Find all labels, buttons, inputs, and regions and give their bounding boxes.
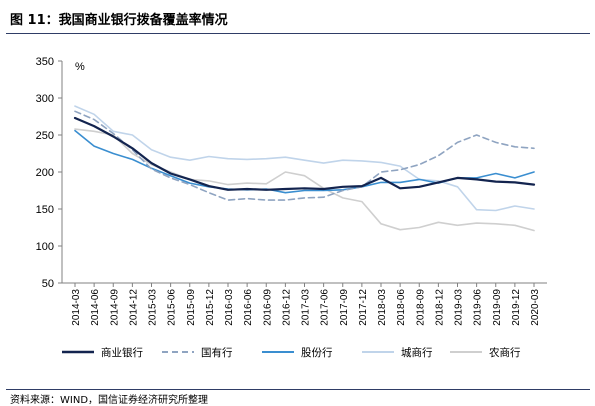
y-tick-label: 300 — [36, 93, 54, 105]
chart-axes: 50 100 150 200 250 300 350 % 2014-03 2014-06 2014-… — [36, 56, 547, 326]
legend-label: 农商行 — [489, 346, 521, 359]
series-line-1 — [73, 116, 536, 191]
x-tick-label: 2019-12 — [511, 289, 522, 326]
x-tick-label: 2015-09 — [186, 289, 197, 326]
y-tick-label: 150 — [36, 204, 54, 216]
x-tick-label: 2017-03 — [301, 289, 312, 326]
source-note: 资料来源：WIND，国信证券经济研究所整理 — [10, 395, 209, 406]
page-title: 图 11：我国商业银行拨备覆盖率情况 — [10, 13, 228, 28]
series-line-5 — [74, 128, 535, 232]
x-tick-label: 2015-12 — [205, 289, 216, 326]
y-tick-label: 200 — [36, 167, 54, 179]
legend-label: 股份行 — [301, 346, 333, 359]
x-tick-label: 2018-12 — [434, 289, 445, 326]
title-divider — [6, 33, 590, 34]
legend-label: 国有行 — [201, 346, 233, 359]
x-tick-label: 2014-12 — [128, 289, 139, 326]
x-tick-label: 2020-03 — [530, 289, 541, 326]
y-unit-label: % — [75, 61, 85, 73]
x-tick-label: 2019-06 — [473, 289, 484, 326]
x-tick-label: 2016-09 — [262, 289, 273, 326]
x-tick-label: 2016-03 — [224, 289, 235, 326]
x-tick-label: 2017-06 — [320, 289, 331, 326]
x-tick-label: 2018-09 — [415, 289, 426, 326]
chart-legend: 商业银行 国有行 股份行 城商行 农商行 — [62, 346, 521, 359]
x-tick-label: 2019-03 — [454, 289, 465, 326]
footer-divider — [6, 389, 590, 390]
x-tick-label: 2019-09 — [492, 289, 503, 326]
y-tick-label: 350 — [36, 56, 54, 68]
y-tick-label: 100 — [36, 241, 54, 253]
x-tick-label: 2014-06 — [90, 289, 101, 326]
x-tick-label: 2014-09 — [109, 289, 120, 326]
y-tick-label: 250 — [36, 130, 54, 142]
x-tick-label: 2018-06 — [396, 289, 407, 326]
series-line-2 — [74, 110, 535, 201]
x-tick-label: 2015-06 — [167, 289, 178, 326]
x-tick-label: 2016-06 — [243, 289, 254, 326]
series-line-4 — [74, 105, 535, 212]
x-tick-label: 2014-03 — [71, 289, 82, 326]
x-tick-label: 2015-03 — [148, 289, 159, 326]
chart-series — [73, 105, 536, 232]
x-tick-label: 2017-09 — [339, 289, 350, 326]
legend-label: 城商行 — [401, 346, 433, 359]
y-tick-label: 50 — [42, 278, 54, 290]
x-tick-label: 2017-12 — [358, 289, 369, 326]
legend-label: 商业银行 — [101, 346, 143, 359]
x-tick-label: 2016-12 — [281, 289, 292, 326]
x-tick-label: 2018-03 — [377, 289, 388, 326]
